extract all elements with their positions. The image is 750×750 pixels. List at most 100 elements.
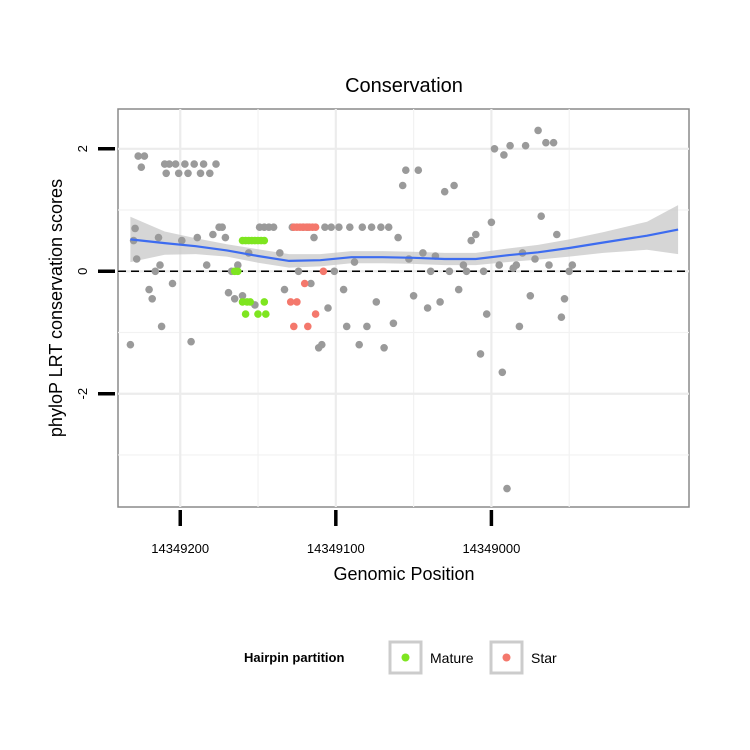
point-other	[482, 310, 491, 318]
point-other	[423, 304, 432, 312]
point-star	[293, 298, 301, 306]
point-other	[190, 160, 198, 168]
point-other	[193, 233, 202, 242]
point-other	[398, 181, 407, 190]
y-axis-title: phyloP LRT conservation scores	[46, 179, 66, 437]
point-other	[342, 322, 351, 331]
point-other	[426, 267, 435, 276]
point-other	[157, 322, 166, 331]
point-other	[414, 166, 423, 174]
point-star	[300, 279, 309, 288]
x-tick-label: 14349000	[462, 541, 520, 556]
point-other	[187, 337, 195, 346]
point-other	[521, 141, 530, 150]
point-other	[363, 322, 371, 331]
point-other	[367, 223, 376, 231]
point-other	[462, 267, 471, 276]
point-other	[327, 223, 336, 231]
point-star	[304, 322, 312, 331]
y-tick-label: 0	[75, 268, 90, 275]
point-other	[372, 298, 381, 306]
point-other	[515, 322, 524, 331]
point-other	[487, 218, 496, 227]
point-other	[134, 152, 142, 160]
point-other	[450, 181, 458, 190]
point-other	[174, 169, 183, 178]
point-other	[358, 223, 367, 231]
point-other	[377, 223, 385, 231]
x-tick-label: 14349100	[307, 541, 365, 556]
point-other	[436, 298, 444, 306]
point-other	[542, 138, 550, 147]
point-other	[402, 166, 410, 174]
point-mature	[241, 310, 250, 318]
point-other	[310, 233, 318, 242]
point-other	[154, 233, 163, 242]
point-mature	[246, 298, 254, 306]
point-other	[131, 224, 139, 233]
legend: Hairpin partition Mature Star	[244, 640, 557, 675]
x-tick-label: 14349200	[151, 541, 209, 556]
point-other	[503, 484, 511, 493]
point-other	[148, 295, 156, 303]
point-other	[553, 230, 561, 239]
point-other	[162, 169, 170, 178]
point-other	[307, 279, 315, 288]
chart-title: Conservation	[345, 75, 463, 97]
point-mature	[262, 310, 270, 318]
legend-label-mature: Mature	[430, 650, 474, 666]
point-other	[537, 212, 545, 220]
point-other	[321, 223, 329, 231]
scatter-points	[126, 126, 577, 493]
point-other	[454, 285, 463, 294]
point-other	[230, 295, 239, 303]
point-other	[419, 249, 427, 257]
point-star	[311, 310, 320, 318]
y-axis: phyloP LRT conservation scores -2 0 2	[46, 145, 115, 437]
point-other	[545, 261, 553, 269]
point-other	[269, 223, 278, 231]
point-other	[405, 255, 413, 263]
point-other	[339, 285, 348, 294]
point-other	[181, 160, 189, 168]
legend-title: Hairpin partition	[244, 650, 344, 665]
point-other	[557, 313, 566, 322]
point-other	[549, 138, 558, 147]
point-other	[355, 340, 364, 349]
legend-dot-star	[502, 653, 511, 662]
point-other	[318, 340, 326, 349]
point-other	[568, 261, 577, 269]
point-other	[126, 340, 135, 349]
point-other	[472, 230, 480, 239]
point-mature	[260, 298, 269, 306]
point-other	[445, 267, 454, 276]
point-other	[384, 223, 393, 231]
legend-dot-mature	[401, 653, 410, 662]
point-other	[140, 152, 149, 160]
point-other	[221, 233, 230, 242]
point-star	[290, 322, 298, 331]
point-other	[440, 187, 449, 196]
point-other	[276, 249, 284, 257]
point-other	[335, 223, 343, 231]
point-other	[526, 292, 535, 300]
point-other	[238, 292, 247, 300]
point-other	[506, 141, 514, 150]
point-star	[286, 298, 295, 306]
point-other	[184, 169, 192, 178]
point-mature	[254, 310, 262, 318]
y-tick-label: 2	[75, 145, 90, 152]
point-other	[132, 255, 141, 263]
plot-panel	[117, 108, 690, 508]
point-other	[346, 223, 354, 231]
point-other	[280, 285, 289, 294]
point-other	[196, 169, 205, 178]
point-other	[495, 261, 504, 269]
point-other	[490, 145, 499, 153]
point-mature	[234, 267, 242, 276]
point-other	[479, 267, 488, 276]
point-other	[330, 267, 339, 276]
point-other	[294, 267, 303, 276]
point-other	[512, 261, 521, 269]
